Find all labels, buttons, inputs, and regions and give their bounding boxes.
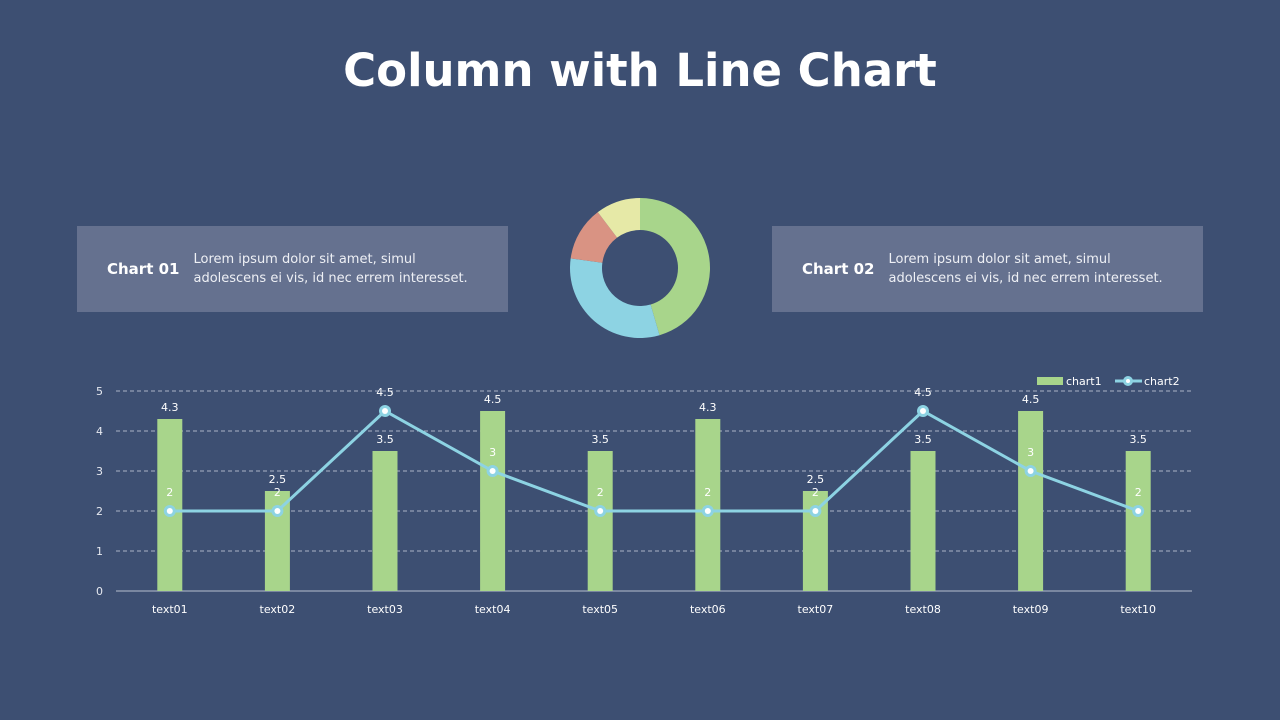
bar-text10 [1125, 451, 1151, 591]
bar-text08 [910, 451, 936, 591]
x-tick-label: text10 [1120, 603, 1156, 616]
donut-slice-yellow [597, 198, 640, 238]
line-marker [594, 505, 607, 517]
bar-value-label: 3.5 [1129, 433, 1147, 446]
x-tick-label: text03 [367, 603, 403, 616]
card-text-line: Lorem ipsum dolor sit amet, simul [193, 252, 416, 267]
card-text-line: adolescens ei vis, id nec errem interess… [888, 271, 1163, 286]
line-marker-center [920, 408, 926, 414]
x-tick-label: text08 [905, 603, 941, 616]
line-value-label: 2 [1135, 486, 1142, 499]
legend-marker-center [1126, 379, 1130, 383]
line-series-chart2 [169, 409, 1139, 513]
line-marker-center [1135, 508, 1142, 514]
bar-text07 [802, 491, 828, 591]
y-tick-label: 5 [96, 385, 103, 398]
line-marker [1024, 465, 1037, 477]
donut-slice-green [640, 198, 710, 336]
bar-text04 [480, 411, 506, 591]
donut-chart [570, 198, 710, 338]
chart-02-card: Chart 02 Lorem ipsum dolor sit amet, sim… [772, 226, 1203, 312]
line-value-label: 2 [274, 486, 281, 499]
donut-slice-red [570, 212, 618, 263]
line-marker [486, 465, 499, 477]
bar-value-label: 2.5 [807, 473, 825, 486]
line-value-label: 2 [597, 486, 604, 499]
y-tick-label: 1 [96, 545, 103, 558]
x-tick-label: text04 [475, 603, 511, 616]
bar-text03 [372, 451, 398, 591]
bar-text06 [695, 419, 721, 591]
bar-text01 [157, 419, 183, 591]
card-text-line: adolescens ei vis, id nec errem interess… [193, 271, 468, 286]
bar-value-label: 4.5 [1022, 393, 1040, 406]
line-marker-center [597, 508, 604, 514]
legend-label-chart2: chart2 [1144, 375, 1180, 388]
line-marker-center [1027, 468, 1034, 474]
line-value-label: 4.5 [376, 386, 394, 399]
bar-value-label: 3.5 [914, 433, 932, 446]
line-value-label: 3 [1027, 446, 1034, 459]
line-value-label: 2 [704, 486, 711, 499]
line-marker [1132, 505, 1145, 517]
x-tick-label: text05 [582, 603, 618, 616]
line-marker-center [812, 508, 819, 514]
bar-value-label: 4.3 [161, 401, 179, 414]
legend-swatch-chart1 [1037, 377, 1063, 385]
x-tick-label: text02 [260, 603, 296, 616]
bar-text09 [1018, 411, 1044, 591]
y-tick-label: 3 [96, 465, 103, 478]
legend-label-chart1: chart1 [1066, 375, 1102, 388]
line-marker [271, 505, 284, 517]
line-marker-center [704, 508, 711, 514]
page-title: Column with Line Chart [343, 44, 937, 97]
line-marker [917, 405, 929, 417]
line-marker-center [166, 508, 173, 514]
line-marker [379, 405, 391, 417]
line-marker [809, 505, 822, 517]
x-tick-label: text06 [690, 603, 726, 616]
chart-legend: chart1 chart2 [1037, 375, 1180, 388]
bar-value-label: 3.5 [591, 433, 609, 446]
bar-text05 [587, 451, 613, 591]
x-tick-label: text09 [1013, 603, 1049, 616]
bar-value-label: 4.5 [484, 393, 502, 406]
line-marker [701, 505, 714, 517]
bar-value-label: 2.5 [269, 473, 287, 486]
line-marker [163, 505, 176, 517]
x-tick-label: text01 [152, 603, 188, 616]
card-description: Lorem ipsum dolor sit amet, simul adoles… [888, 250, 1203, 288]
line-marker-center [489, 468, 496, 474]
line-value-label: 4.5 [914, 386, 932, 399]
line-marker-center [382, 408, 388, 414]
line-value-label: 3 [489, 446, 496, 459]
x-tick-label: text07 [798, 603, 834, 616]
chart-01-card: Chart 01 Lorem ipsum dolor sit amet, sim… [77, 226, 508, 312]
donut-slice-blue [570, 258, 660, 338]
legend-marker-chart2 [1123, 376, 1133, 386]
card-label: Chart 01 [107, 260, 180, 278]
card-description: Lorem ipsum dolor sit amet, simul adoles… [193, 250, 508, 288]
y-tick-label: 2 [96, 505, 103, 518]
bar-value-label: 4.3 [699, 401, 717, 414]
line-value-label: 2 [166, 486, 173, 499]
y-tick-label: 4 [96, 425, 103, 438]
y-tick-label: 0 [96, 585, 103, 598]
card-label: Chart 02 [802, 260, 875, 278]
bar-value-label: 3.5 [376, 433, 394, 446]
card-text-line: Lorem ipsum dolor sit amet, simul [888, 252, 1111, 267]
line-value-label: 2 [812, 486, 819, 499]
line-marker-center [274, 508, 281, 514]
bar-text02 [264, 491, 290, 591]
